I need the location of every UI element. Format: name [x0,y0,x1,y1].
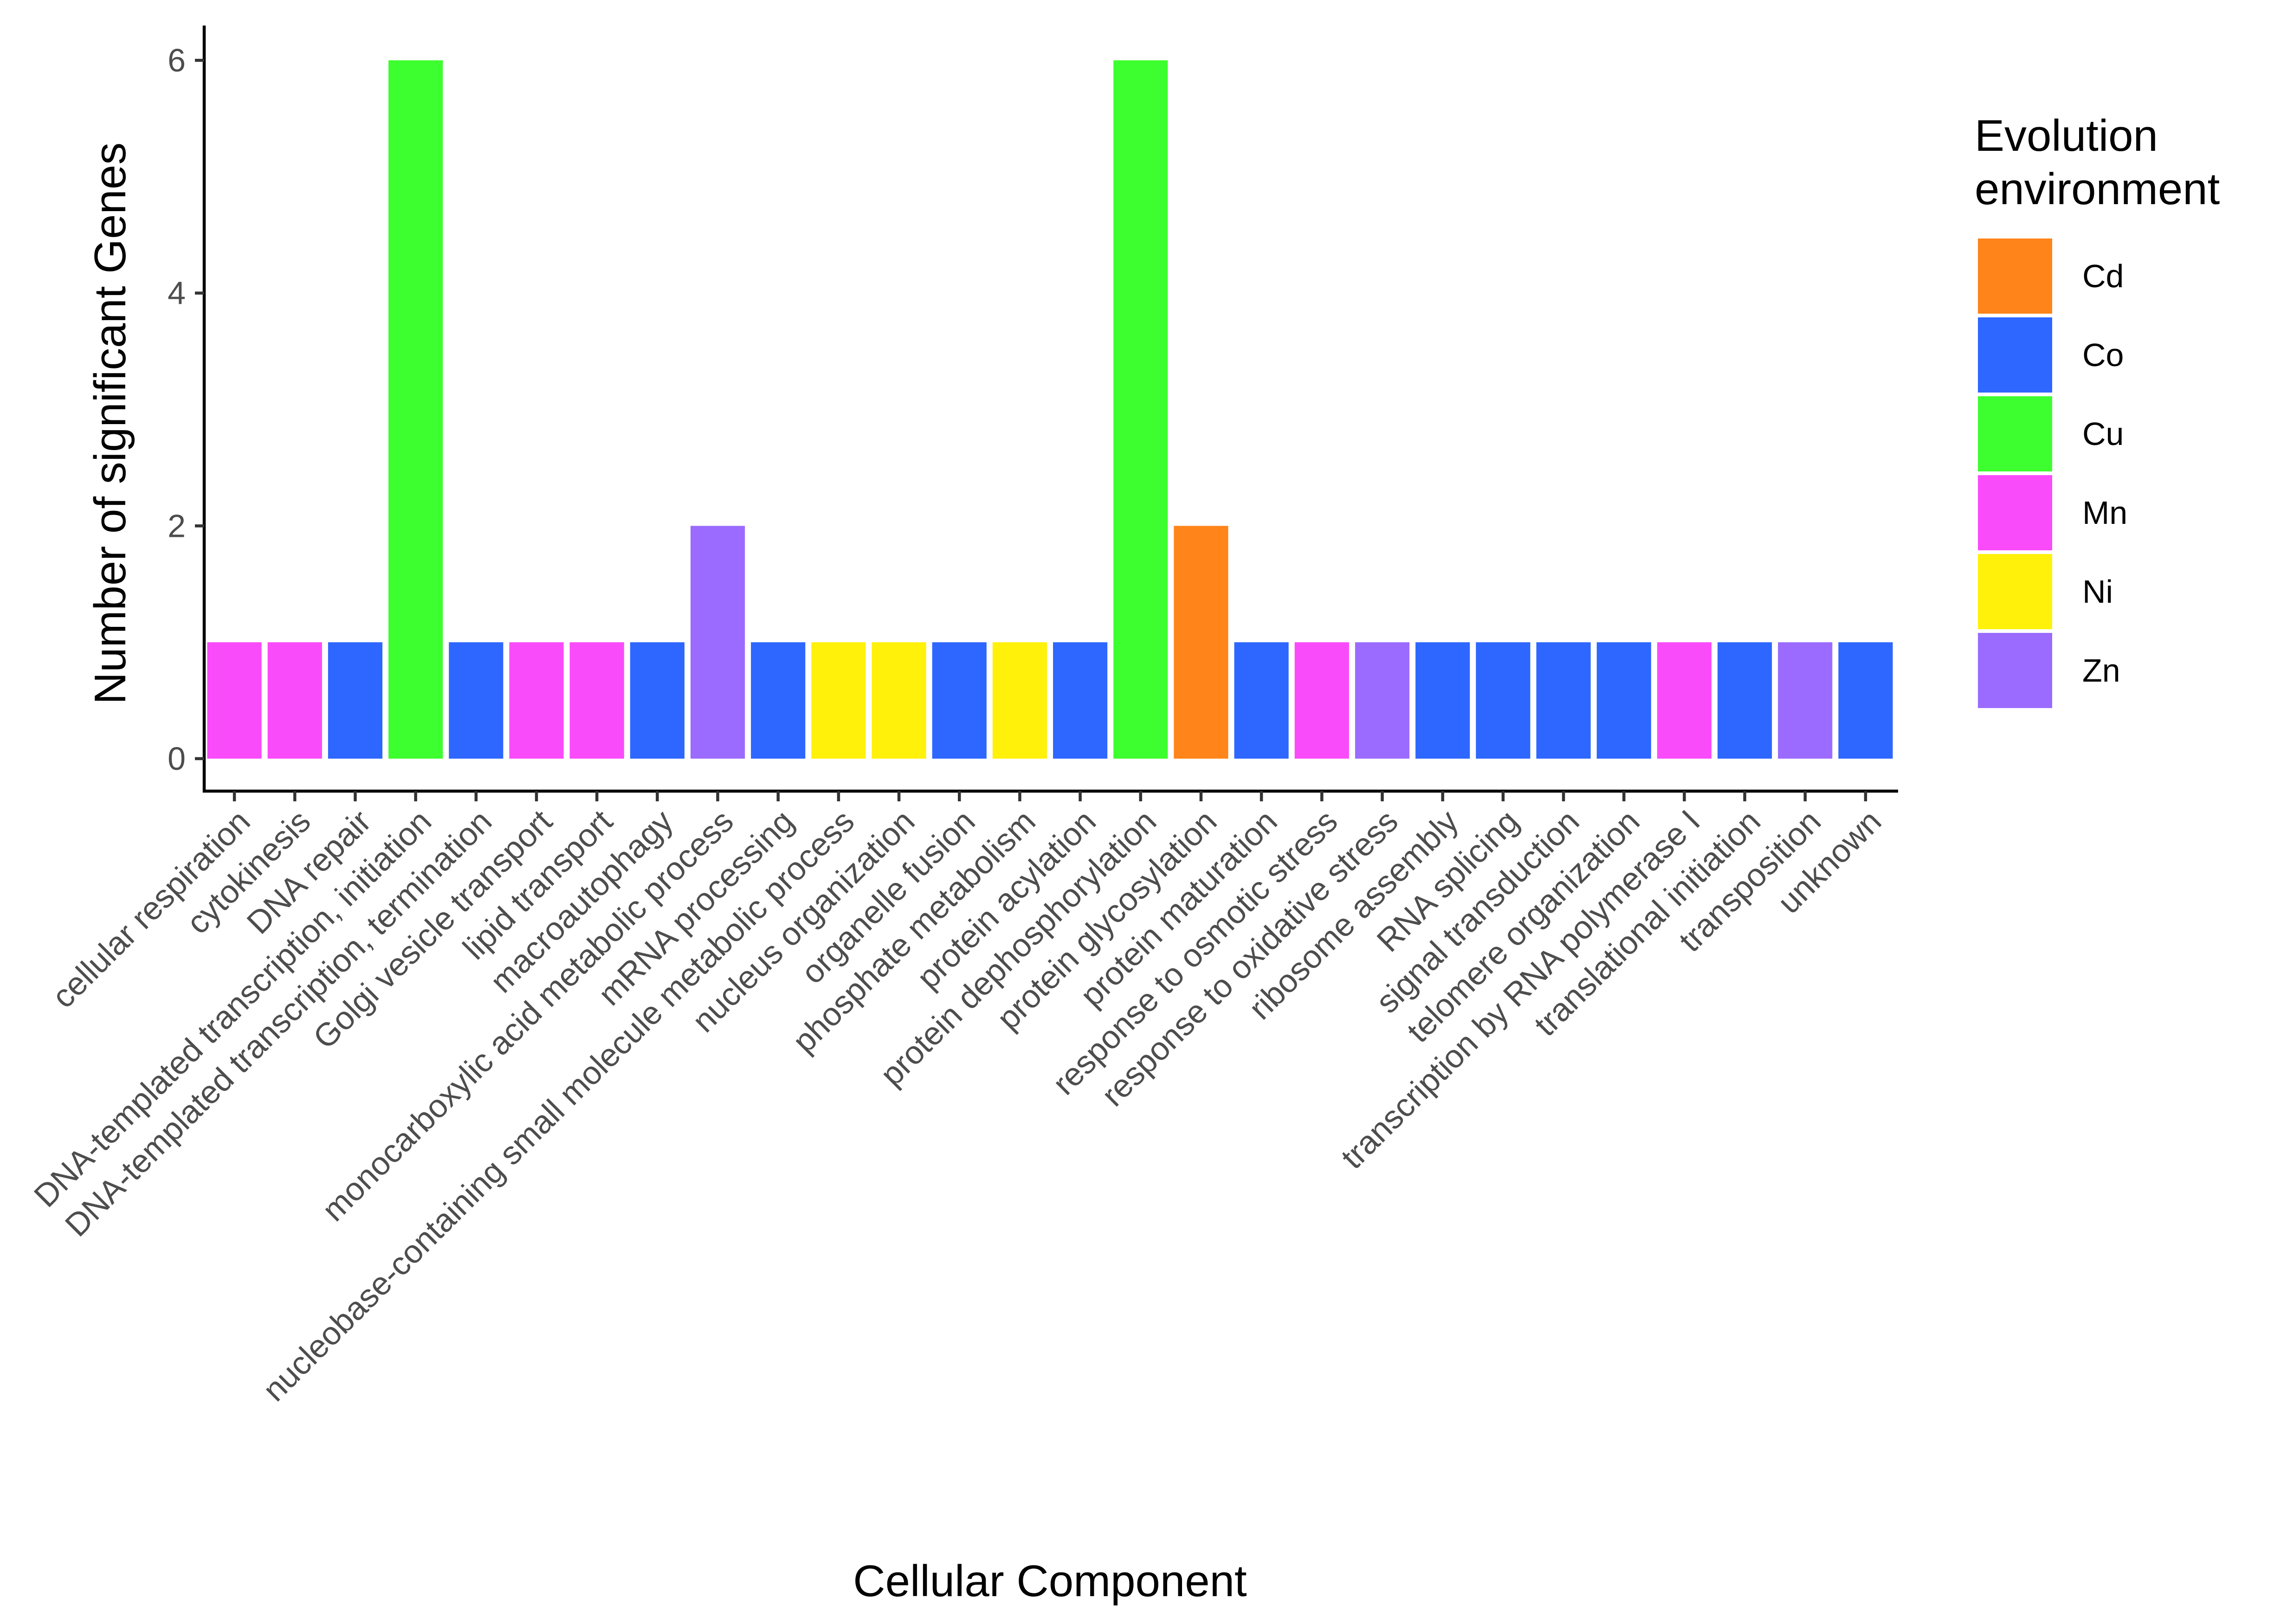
bar-9 [690,526,745,759]
legend-key-co [1978,317,2052,393]
bar-5 [449,642,504,759]
legend-key-cu [1978,396,2052,471]
legend-label-ni: Ni [2082,574,2113,610]
bar-16 [1113,60,1168,759]
legend-items: Cd Co Cu Mn Ni Zn [1978,238,2127,708]
x-tick-label-5: DNA-templated transcription, termination [58,803,498,1243]
legend-label-cd: Cd [2082,258,2124,294]
bar-25 [1657,642,1712,759]
bar-22 [1476,642,1531,759]
bar-15 [1053,642,1108,759]
axes-layer [202,26,1898,793]
bar-23 [1536,642,1591,759]
bar-7 [569,642,624,759]
bar-12 [872,642,926,759]
bar-8 [630,642,685,759]
legend-title-line-2: environment [1975,164,2220,214]
bar-4 [388,60,443,759]
bar-21 [1415,642,1470,759]
bar-2 [267,642,322,759]
bar-18 [1234,642,1289,759]
bar-3 [328,642,383,759]
legend-key-mn [1978,475,2052,550]
y-ticks: 0 2 4 6 [168,42,204,777]
bar-6 [509,642,564,759]
x-axis-title: Cellular Component [853,1556,1247,1606]
y-tick-label-0: 0 [168,741,186,777]
legend-title-line-1: Evolution [1975,111,2158,161]
bar-20 [1355,642,1410,759]
legend-label-mn: Mn [2082,495,2127,531]
y-tick-label-4: 4 [168,275,186,311]
legend-label-co: Co [2082,337,2124,373]
legend: Evolution environment Cd Co Cu Mn Ni Zn [1975,111,2220,708]
y-tick-label-6: 6 [168,42,186,78]
bar-24 [1596,642,1651,759]
bar-1 [207,642,262,759]
bar-19 [1294,642,1349,759]
bars-layer [207,60,1893,759]
legend-key-ni [1978,554,2052,629]
bar-10 [751,642,806,759]
bar-17 [1174,526,1228,759]
bar-13 [932,642,987,759]
bar-26 [1717,642,1772,759]
bar-27 [1778,642,1833,759]
bar-14 [992,642,1047,759]
legend-key-cd [1978,238,2052,314]
y-axis-title: Number of significant Genes [85,142,135,704]
bar-28 [1838,642,1893,759]
legend-label-cu: Cu [2082,416,2124,452]
y-tick-label-2: 2 [168,508,186,544]
legend-label-zn: Zn [2082,652,2120,689]
legend-key-zn [1978,633,2052,708]
bar-11 [811,642,866,759]
